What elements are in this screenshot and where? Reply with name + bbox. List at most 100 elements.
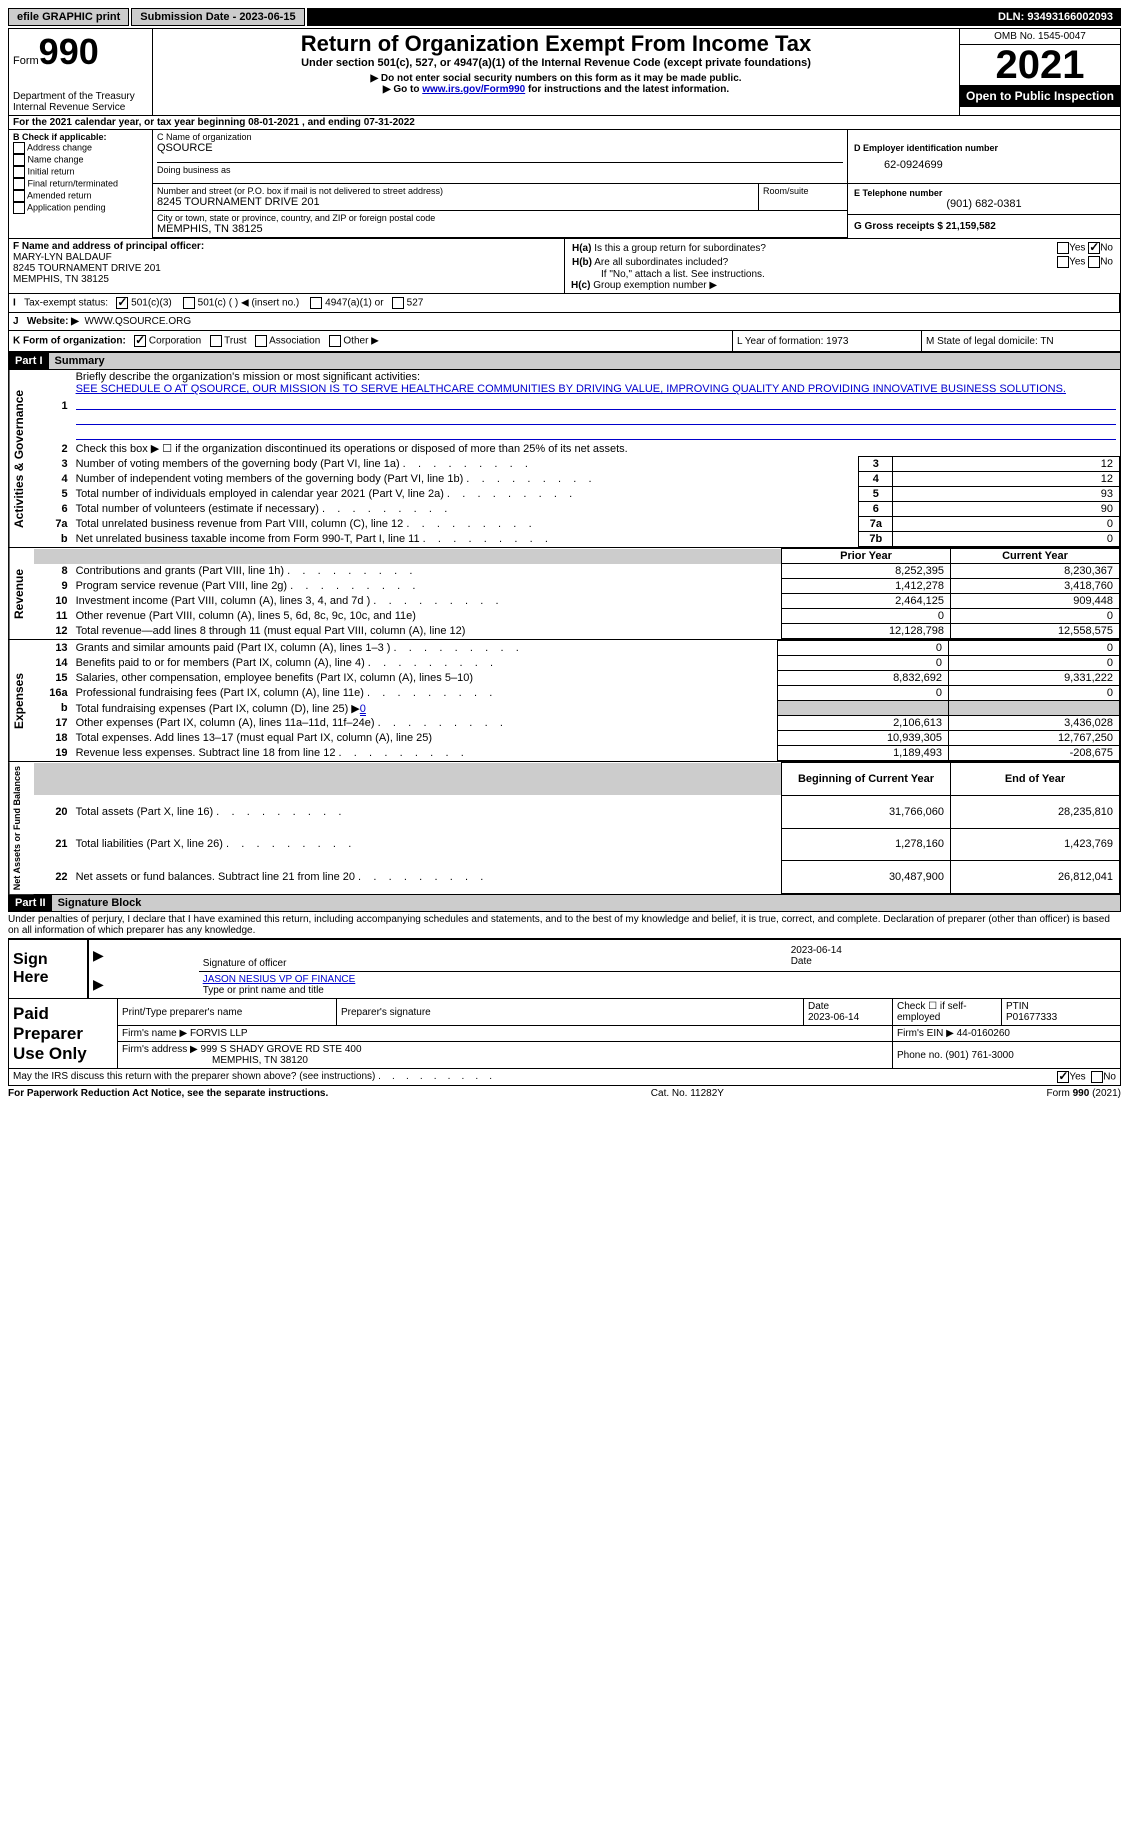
- l12: Total revenue—add lines 8 through 11 (mu…: [72, 624, 782, 639]
- org-name: QSOURCE: [157, 142, 843, 154]
- check-self-employed[interactable]: Check ☐ if self-employed: [893, 999, 1002, 1026]
- box-c-name-label: C Name of organization: [157, 132, 843, 142]
- discuss-label: May the IRS discuss this return with the…: [13, 1071, 1057, 1083]
- penalties-text: Under penalties of perjury, I declare th…: [8, 912, 1121, 939]
- line-a: For the 2021 calendar year, or tax year …: [9, 115, 1120, 129]
- submission-date: Submission Date - 2023-06-15: [131, 8, 304, 26]
- org-city: MEMPHIS, TN 38125: [157, 223, 843, 235]
- discuss-no[interactable]: [1091, 1071, 1103, 1083]
- part2-title: Signature Block: [52, 895, 1120, 911]
- form-number: 990: [39, 31, 99, 72]
- firm-ein: 44-0160260: [957, 1028, 1010, 1039]
- officer-addr2: MEMPHIS, TN 38125: [13, 274, 560, 285]
- irs-label: Internal Revenue Service: [13, 102, 148, 113]
- efile-button[interactable]: efile GRAPHIC print: [8, 8, 129, 26]
- end-hdr: End of Year: [951, 763, 1120, 796]
- ha-yes[interactable]: [1057, 242, 1069, 254]
- l7b: Net unrelated business taxable income fr…: [76, 533, 548, 545]
- officer-typed-name: JASON NESIUS VP OF FINANCE: [203, 974, 1116, 985]
- check-527[interactable]: [392, 297, 404, 309]
- hb-yes[interactable]: [1057, 256, 1069, 268]
- sig-date-label: Date: [791, 956, 812, 967]
- box-f-label: F Name and address of principal officer:: [13, 241, 560, 252]
- side-netassets: Net Assets or Fund Balances: [9, 762, 34, 894]
- check-address[interactable]: Address change: [13, 142, 148, 154]
- l9: Program service revenue (Part VIII, line…: [76, 580, 416, 592]
- line-k-label: K Form of organization:: [13, 336, 126, 347]
- v3: 12: [893, 457, 1120, 472]
- firm-addr2: MEMPHIS, TN 38120: [122, 1055, 888, 1066]
- line-l: L Year of formation: 1973: [733, 331, 922, 352]
- firm-phone: (901) 761-3000: [945, 1050, 1013, 1061]
- note-goto-post: for instructions and the latest informat…: [525, 84, 729, 95]
- l15: Salaries, other compensation, employee b…: [72, 671, 778, 686]
- sign-here: Sign Here: [9, 940, 89, 999]
- dept-treasury: Department of the Treasury: [13, 91, 148, 102]
- discuss-yes[interactable]: [1057, 1071, 1069, 1083]
- form-subtitle: Under section 501(c), 527, or 4947(a)(1)…: [161, 57, 951, 69]
- box-e-label: E Telephone number: [854, 188, 1114, 198]
- l14: Benefits paid to or for members (Part IX…: [76, 657, 494, 669]
- check-other[interactable]: [329, 335, 341, 347]
- box-d-label: D Employer identification number: [854, 143, 1114, 153]
- form-header: Form990 Department of the Treasury Inter…: [9, 29, 1120, 115]
- check-corp[interactable]: [134, 335, 146, 347]
- prior-hdr: Prior Year: [782, 549, 951, 564]
- line-i-label: Tax-exempt status:: [24, 298, 108, 309]
- v5: 93: [893, 487, 1120, 502]
- l2: Check this box ▶ ☐ if the organization d…: [72, 441, 1120, 457]
- l4: Number of independent voting members of …: [76, 473, 592, 485]
- l1-label: Briefly describe the organization's miss…: [76, 371, 420, 383]
- l7a: Total unrelated business revenue from Pa…: [76, 518, 532, 530]
- check-trust[interactable]: [210, 335, 222, 347]
- officer-addr1: 8245 TOURNAMENT DRIVE 201: [13, 263, 560, 274]
- hb-no[interactable]: [1088, 256, 1100, 268]
- v7b: 0: [893, 532, 1120, 547]
- prep-sig-label: Preparer's signature: [337, 999, 804, 1026]
- sig-officer-label: Signature of officer: [203, 958, 287, 969]
- begin-hdr: Beginning of Current Year: [782, 763, 951, 796]
- check-501c3[interactable]: [116, 297, 128, 309]
- part1-num: Part I: [9, 353, 49, 369]
- check-amended[interactable]: Amended return: [13, 190, 148, 202]
- room-suite: Room/suite: [759, 184, 848, 211]
- irs-link[interactable]: www.irs.gov/Form990: [422, 84, 525, 95]
- check-initial[interactable]: Initial return: [13, 166, 148, 178]
- website: WWW.QSOURCE.ORG: [84, 316, 191, 327]
- officer-name: MARY-LYN BALDAUF: [13, 252, 560, 263]
- top-bar: efile GRAPHIC print Submission Date - 20…: [8, 8, 1121, 26]
- print-name-label: Print/Type preparer's name: [118, 999, 337, 1026]
- line-j-label: Website: ▶: [27, 316, 79, 327]
- note-ssn: ▶ Do not enter social security numbers o…: [161, 73, 951, 84]
- part1-title: Summary: [49, 353, 1120, 369]
- dln-strip: DLN: 93493166002093: [307, 8, 1121, 26]
- current-hdr: Current Year: [951, 549, 1120, 564]
- check-501c[interactable]: [183, 297, 195, 309]
- firm-name: FORVIS LLP: [190, 1028, 248, 1039]
- phone-value: (901) 682-0381: [854, 198, 1114, 210]
- ha-no[interactable]: [1088, 242, 1100, 254]
- footer-left: For Paperwork Reduction Act Notice, see …: [8, 1088, 328, 1099]
- v4: 12: [893, 472, 1120, 487]
- hc-label: Group exemption number ▶: [593, 280, 717, 291]
- ein-value: 62-0924699: [854, 153, 1114, 171]
- city-label: City or town, state or province, country…: [157, 213, 843, 223]
- l11: Other revenue (Part VIII, column (A), li…: [72, 609, 782, 624]
- check-name[interactable]: Name change: [13, 154, 148, 166]
- check-4947[interactable]: [310, 297, 322, 309]
- l19: Revenue less expenses. Subtract line 18 …: [76, 747, 464, 759]
- check-final[interactable]: Final return/terminated: [13, 178, 148, 190]
- check-assoc[interactable]: [255, 335, 267, 347]
- check-pending[interactable]: Application pending: [13, 202, 148, 214]
- org-address: 8245 TOURNAMENT DRIVE 201: [157, 196, 754, 208]
- box-g: G Gross receipts $ 21,159,582: [848, 215, 1121, 238]
- l21: Total liabilities (Part X, line 26): [76, 838, 352, 850]
- l16b: Total fundraising expenses (Part IX, col…: [76, 703, 360, 715]
- l10: Investment income (Part VIII, column (A)…: [76, 595, 499, 607]
- addr-label: Number and street (or P.O. box if mail i…: [157, 186, 754, 196]
- side-revenue: Revenue: [9, 548, 34, 639]
- l6: Total number of volunteers (estimate if …: [76, 503, 448, 515]
- open-inspection: Open to Public Inspection: [960, 85, 1120, 107]
- hb-note: If "No," attach a list. See instructions…: [571, 269, 1114, 280]
- paid-preparer: Paid Preparer Use Only: [9, 999, 118, 1069]
